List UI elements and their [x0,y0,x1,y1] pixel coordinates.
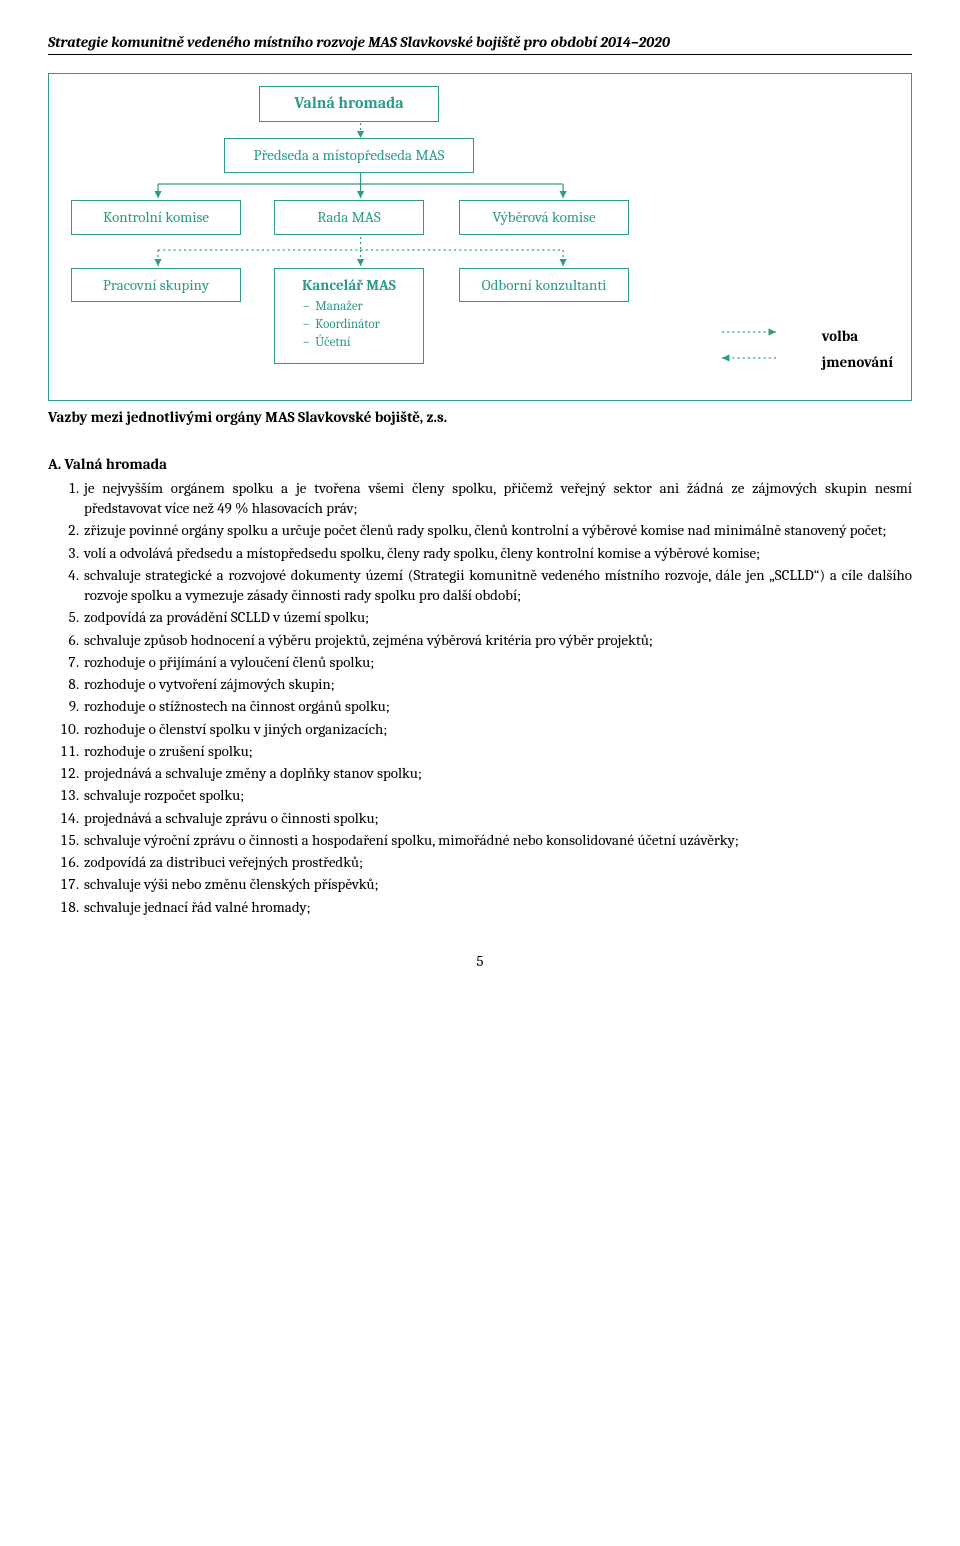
list-item: zřizuje povinné orgány spolku a určuje p… [82,520,912,540]
list-item: rozhoduje o stížnostech na činnost orgán… [82,696,912,716]
section-heading: A. Valná hromada [48,454,912,474]
org-subitem: Koordinátor [303,316,419,334]
list-item: rozhoduje o zrušení spolku; [82,741,912,761]
page-header: Strategie komunitně vedeného místního ro… [48,32,912,55]
org-node-pracovni-skupiny: Pracovní skupiny [71,268,241,302]
org-node-predseda: Předseda a místopředseda MAS [224,138,474,172]
list-item: schvaluje jednací řád valné hromady; [82,897,912,917]
org-node-title: Pracovní skupiny [103,276,209,294]
org-node-valna-hromada: Valná hromada [259,86,439,122]
list-item: zodpovídá za provádění SCLLD v území spo… [82,607,912,627]
list-item: rozhoduje o vytvoření zájmových skupin; [82,674,912,694]
list-item: rozhoduje o členství spolku v jiných org… [82,719,912,739]
org-node-title: Odborní konzultanti [482,276,607,294]
diagram-legend: volba jmenování [754,326,893,379]
org-node-title: Kancelář MAS [302,276,396,294]
legend-label-volba: volba [822,326,858,346]
list-item: projednává a schvaluje zprávu o činnosti… [82,808,912,828]
legend-label-jmenovani: jmenování [822,352,893,372]
numbered-list: je nejvyšším orgánem spolku a je tvořena… [48,478,912,917]
list-item: schvaluje rozpočet spolku; [82,785,912,805]
diagram-caption: Vazby mezi jednotlivými orgány MAS Slavk… [48,407,912,427]
org-node-odborni-konzultanti: Odborní konzultanti [459,268,629,302]
list-item: volí a odvolává předsedu a místopředsedu… [82,543,912,563]
list-item: zodpovídá za distribuci veřejných prostř… [82,852,912,872]
list-item: rozhoduje o přijímání a vyloučení členů … [82,652,912,672]
page-number: 5 [48,951,912,971]
list-item: schvaluje způsob hodnocení a výběru proj… [82,630,912,650]
list-item: schvaluje výroční zprávu o činnosti a ho… [82,830,912,850]
org-diagram: Valná hromada Předseda a místopředseda M… [48,73,912,401]
org-node-kancelar-mas: Kancelář MAS Manažer Koordinátor Účetní [274,268,424,364]
list-item: je nejvyšším orgánem spolku a je tvořena… [82,478,912,519]
org-node-rada-mas: Rada MAS [274,200,424,234]
org-subitem: Účetní [303,334,419,352]
org-node-vyberova-komise: Výběrová komise [459,200,629,234]
list-item: schvaluje strategické a rozvojové dokume… [82,565,912,606]
list-item: projednává a schvaluje změny a doplňky s… [82,763,912,783]
org-node-kontrolni-komise: Kontrolní komise [71,200,241,234]
org-subitem: Manažer [303,298,419,316]
list-item: schvaluje výši nebo změnu členských přís… [82,874,912,894]
